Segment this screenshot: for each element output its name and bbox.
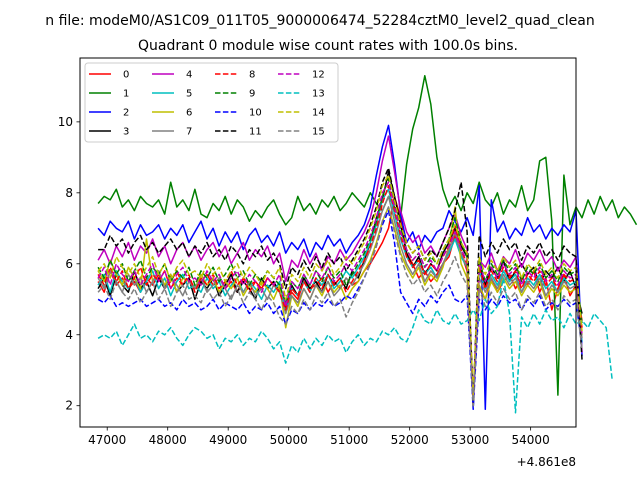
series-line-11 <box>98 167 583 407</box>
legend-label-5: 5 <box>186 89 192 100</box>
y-tick-label: 10 <box>58 115 73 129</box>
legend-label-11: 11 <box>249 127 262 138</box>
legend-label-13: 13 <box>312 89 325 100</box>
tick-layer: 47000 48000 49000 50000 51000 52000 53000 54000… <box>58 115 550 447</box>
x-tick-label: 50000 <box>270 433 308 447</box>
legend-label-8: 8 <box>249 70 255 81</box>
legend-frame <box>84 62 339 143</box>
legend-label-6: 6 <box>186 108 192 119</box>
legend-label-0: 0 <box>123 70 129 81</box>
x-tick-label: 48000 <box>149 433 187 447</box>
series-line-1 <box>97 74 638 396</box>
legend-label-15: 15 <box>312 127 325 138</box>
series-line-2 <box>97 124 583 411</box>
legend-label-10: 10 <box>249 108 262 119</box>
y-tick-label: 2 <box>65 399 73 413</box>
legend-label-2: 2 <box>123 108 129 119</box>
x-offset-label: +4.861e8 <box>517 455 576 469</box>
legend-label-1: 1 <box>123 89 129 100</box>
legend-label-3: 3 <box>123 127 129 138</box>
series-line-13 <box>97 277 614 414</box>
y-tick-label: 4 <box>65 328 73 342</box>
y-tick-label: 6 <box>65 257 73 271</box>
series-line-12 <box>97 181 583 400</box>
x-tick-label: 53000 <box>451 433 489 447</box>
plot-frame <box>79 57 577 428</box>
x-tick-label: 47000 <box>88 433 126 447</box>
y-tick-label: 8 <box>65 186 73 200</box>
x-tick-label: 52000 <box>391 433 429 447</box>
x-tick-label: 49000 <box>209 433 247 447</box>
legend-label-14: 14 <box>312 108 325 119</box>
series-line-15 <box>97 206 583 407</box>
series-line-7 <box>97 195 583 400</box>
series-line-14 <box>97 174 583 396</box>
x-tick-label: 51000 <box>330 433 368 447</box>
chart-title: Quadrant 0 module wise count rates with … <box>138 38 518 54</box>
legend-label-4: 4 <box>186 70 192 81</box>
series-line-5 <box>97 188 583 403</box>
legend-label-12: 12 <box>312 70 325 81</box>
series-layer <box>97 74 638 414</box>
legend-label-7: 7 <box>186 127 192 138</box>
figure-suptitle: n file: modeM0/AS1C09_011T05_9000006474_… <box>45 13 594 29</box>
legend-label-9: 9 <box>249 89 255 100</box>
x-tick-label: 54000 <box>512 433 550 447</box>
